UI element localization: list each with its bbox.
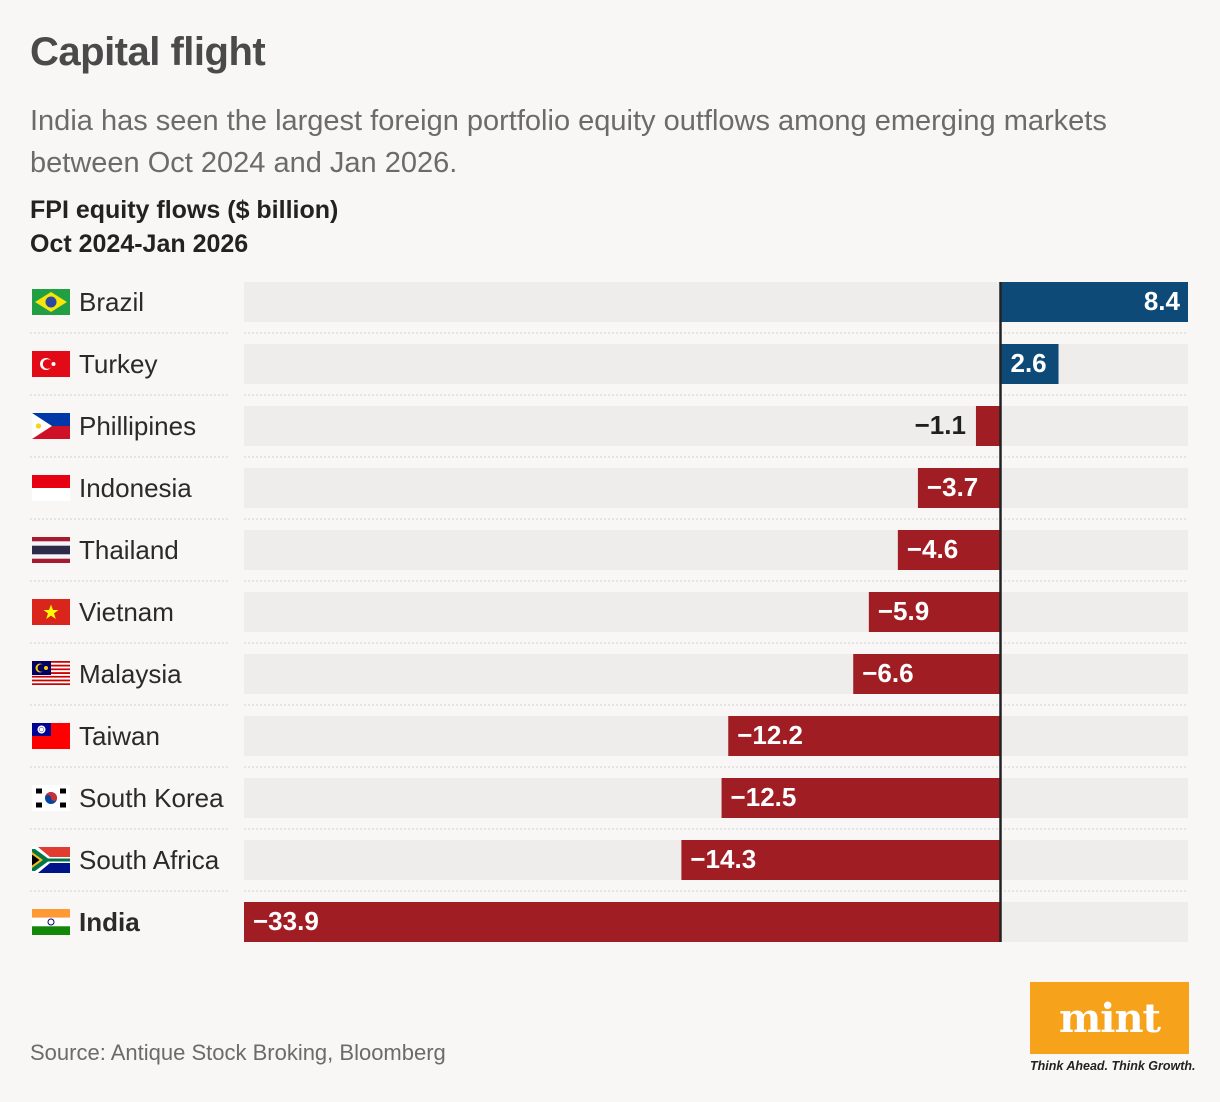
bar-phillipines bbox=[975, 406, 1001, 446]
taiwan-flag-icon bbox=[32, 723, 70, 749]
bar-track bbox=[244, 406, 1188, 446]
bar-value-label: 8.4 bbox=[1144, 286, 1181, 316]
axis-title-period: Oct 2024-Jan 2026 bbox=[30, 230, 249, 258]
south-africa-flag-icon bbox=[32, 847, 70, 873]
category-label: South Africa bbox=[79, 845, 220, 875]
thailand-flag-icon bbox=[32, 537, 70, 563]
turkey-flag-icon bbox=[32, 351, 70, 377]
south-korea-flag-icon bbox=[32, 785, 70, 811]
bar-south-africa bbox=[681, 840, 1001, 880]
bar-value-label: −5.9 bbox=[878, 596, 929, 626]
bar-track bbox=[244, 778, 1188, 818]
vietnam-flag-icon bbox=[32, 599, 70, 625]
india-flag-icon bbox=[32, 909, 70, 935]
category-label: South Korea bbox=[79, 783, 224, 813]
category-label: Vietnam bbox=[79, 597, 174, 627]
bar-track bbox=[244, 654, 1188, 694]
category-label: Malaysia bbox=[79, 659, 182, 689]
bar-track bbox=[244, 592, 1188, 632]
source-note: Source: Antique Stock Broking, Bloomberg bbox=[30, 1040, 446, 1065]
philippines-flag-icon bbox=[32, 413, 70, 439]
bar-value-label: −14.3 bbox=[690, 844, 756, 874]
category-label: Taiwan bbox=[79, 721, 160, 751]
chart-title: Capital flight bbox=[30, 30, 266, 74]
bar-value-label: −3.7 bbox=[927, 472, 978, 502]
bar-value-label: −6.6 bbox=[862, 658, 913, 688]
category-label: India bbox=[79, 907, 140, 937]
bar-south-korea bbox=[721, 778, 1001, 818]
axis-title: FPI equity flows ($ billion) Oct 2024-Ja… bbox=[30, 193, 338, 261]
bar-indonesia bbox=[917, 468, 1001, 508]
indonesia-flag-icon bbox=[32, 475, 70, 501]
bar-value-label: −33.9 bbox=[253, 906, 319, 936]
axis-title-measure: FPI equity flows ($ billion) bbox=[30, 196, 339, 224]
bar-malaysia bbox=[853, 654, 1001, 694]
logo-tagline: Think Ahead. Think Growth. bbox=[1030, 1059, 1196, 1073]
bar-thailand bbox=[897, 530, 1001, 570]
bar-taiwan bbox=[728, 716, 1001, 756]
bar-value-label: 2.6 bbox=[1011, 348, 1047, 378]
brazil-flag-icon bbox=[32, 289, 70, 315]
bar-value-label: −1.1 bbox=[915, 410, 966, 440]
bar-value-label: −12.5 bbox=[731, 782, 797, 812]
category-label: Turkey bbox=[79, 349, 158, 379]
category-label: Brazil bbox=[79, 287, 145, 317]
bar-value-label: −12.2 bbox=[737, 720, 803, 750]
category-label: Indonesia bbox=[79, 473, 192, 503]
mint-logo: mint bbox=[1030, 982, 1189, 1054]
bar-track bbox=[244, 530, 1188, 570]
bar-vietnam bbox=[868, 592, 1001, 632]
category-label: Thailand bbox=[79, 535, 179, 565]
bar-track bbox=[244, 468, 1188, 508]
bar-value-label: −4.6 bbox=[907, 534, 958, 564]
chart-subtitle: India has seen the largest foreign portf… bbox=[30, 105, 1107, 179]
bar-brazil bbox=[1000, 282, 1188, 322]
bar-turkey bbox=[1000, 344, 1059, 384]
category-label: Phillipines bbox=[79, 411, 197, 441]
bar-track bbox=[244, 716, 1188, 756]
bar-india bbox=[244, 902, 1001, 942]
malaysia-flag-icon bbox=[32, 661, 70, 687]
